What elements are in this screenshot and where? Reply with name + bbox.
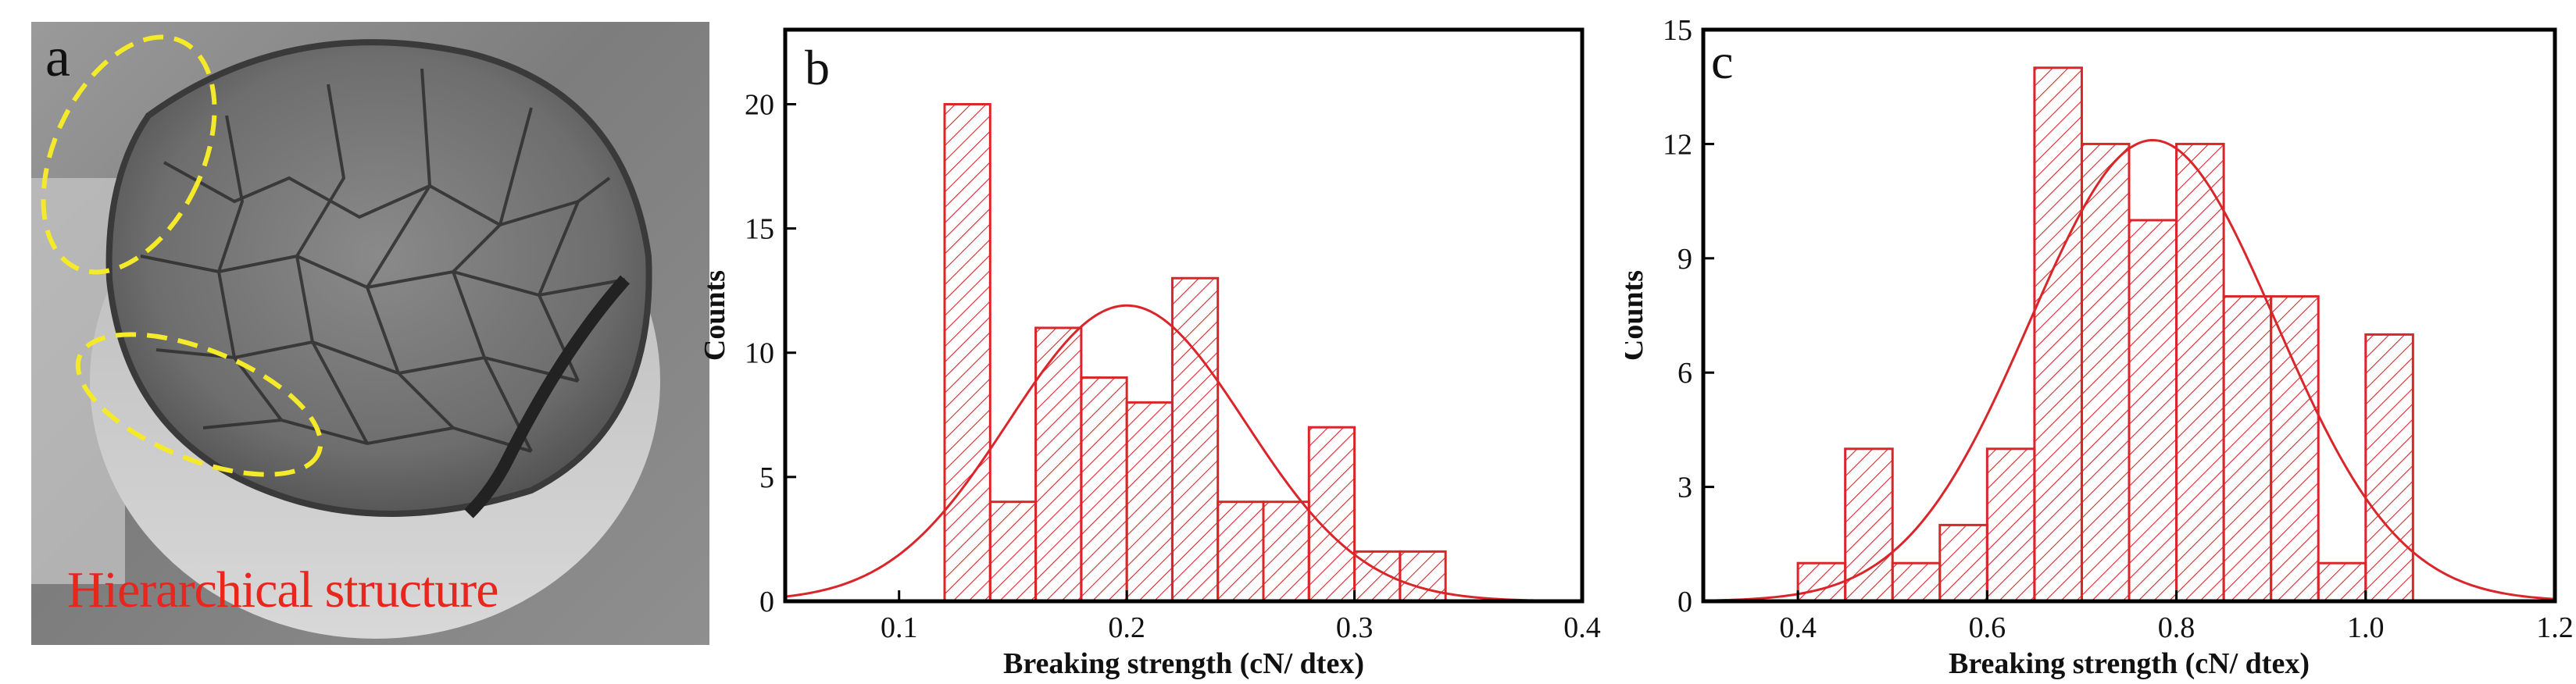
- histogram-bar-c-11: [2317, 561, 2367, 603]
- x-tick-label-c-0: 0.4: [1779, 611, 1817, 644]
- x-tick-label-b-0: 0.1: [881, 611, 918, 644]
- y-tick-label-c-4: 12: [1663, 128, 1692, 161]
- x-tick-label-c-1: 0.6: [1969, 611, 2006, 644]
- histogram-bar-b-10: [1399, 550, 1447, 603]
- y-axis-label-b: Counts: [703, 270, 731, 361]
- panel-letter-c: c: [1711, 34, 1733, 89]
- y-tick-label-c-3: 9: [1677, 243, 1692, 276]
- histogram-bar-b-1: [988, 501, 1038, 603]
- panel-letter-a: a: [45, 26, 70, 88]
- x-axis-label-b: Breaking strength (cN/ dtex): [1003, 647, 1364, 680]
- histogram-bar-b-2: [1034, 326, 1083, 603]
- x-tick-label-b-3: 0.4: [1563, 611, 1601, 644]
- gaussian-fit-curve-b: [784, 304, 1583, 603]
- histogram-bar-c-5: [2033, 66, 2083, 603]
- x-axis-label-c: Breaking strength (cN/ dtex): [1949, 647, 2310, 680]
- histogram-bar-c-2: [1891, 561, 1942, 603]
- micrograph-panel: a Hierarchical structure: [31, 22, 709, 645]
- annotation-ellipse-upper: [41, 34, 217, 275]
- histogram-bar-c-8: [2175, 142, 2225, 603]
- plot-frame-b: [783, 27, 1585, 604]
- y-tick-label-b-3: 15: [745, 213, 774, 246]
- histogram-bar-c-4: [1985, 447, 2036, 603]
- y-tick-label-c-0: 0: [1677, 586, 1692, 618]
- histogram-bar-b-7: [1262, 501, 1310, 603]
- annotation-ellipse-lower: [75, 332, 323, 477]
- histogram-bar-c-1: [1844, 447, 1894, 603]
- plot-frame-c: [1701, 27, 2557, 604]
- histogram-bar-c-7: [2128, 219, 2178, 603]
- y-tick-label-b-1: 5: [759, 461, 774, 494]
- histogram-bar-c-0: [1796, 561, 1847, 603]
- histogram-bar-b-6: [1217, 501, 1265, 603]
- histogram-bar-c-12: [2364, 333, 2414, 603]
- x-tick-label-c-4: 1.2: [2536, 611, 2574, 644]
- gaussian-fit-curve-c: [1702, 139, 2556, 602]
- histogram-bar-b-4: [1125, 401, 1174, 603]
- micrograph-image: [31, 34, 660, 639]
- histogram-bar-c-9: [2222, 295, 2273, 603]
- hierarchical-structure-label: Hierarchical structure: [67, 561, 499, 618]
- y-tick-label-b-2: 10: [745, 337, 774, 370]
- y-tick-label-c-5: 15: [1663, 14, 1692, 47]
- panel-letter-b: b: [805, 40, 830, 95]
- histogram-bar-c-10: [2270, 295, 2320, 603]
- y-tick-label-b-4: 20: [745, 88, 774, 121]
- y-tick-label-c-1: 3: [1677, 472, 1692, 504]
- y-tick-label-c-2: 6: [1677, 357, 1692, 390]
- histogram-bar-c-6: [2080, 142, 2131, 603]
- chart-b: b 0.1 0.2 0.3 0.4 0 5 10 15 20 Breaking strength…: [703, 27, 1601, 680]
- x-tick-label-c-3: 1.0: [2347, 611, 2385, 644]
- x-tick-label-b-2: 0.3: [1336, 611, 1374, 644]
- x-tick-label-c-2: 0.8: [2158, 611, 2195, 644]
- x-tick-label-b-1: 0.2: [1108, 611, 1145, 644]
- histogram-bar-b-3: [1080, 376, 1128, 603]
- histogram-bar-b-0: [943, 102, 991, 603]
- y-axis-label-c: Counts: [1625, 270, 1649, 361]
- chart-c: c 0.4 0.6 0.8 1.0 1.2 0 3 6 9 12 15 Breaking stren…: [1625, 14, 2574, 680]
- histogram-bar-c-3: [1938, 523, 1988, 603]
- histogram-bar-b-8: [1307, 426, 1356, 603]
- y-tick-label-b-0: 0: [759, 586, 774, 618]
- histogram-bar-b-5: [1170, 276, 1220, 603]
